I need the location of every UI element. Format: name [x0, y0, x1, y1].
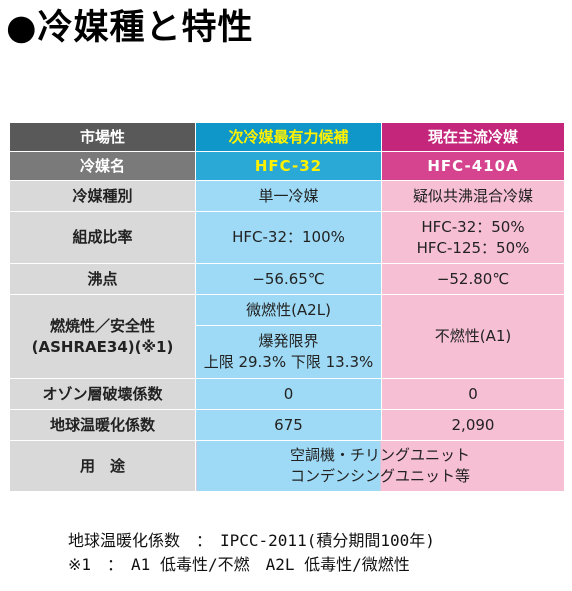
- explosion-limit-values: 上限 29.3% 下限 13.3%: [203, 353, 374, 371]
- footnotes: 地球温暖化係数 ： IPCC-2011(積分期間100年) ※1 ： A1 低毒性…: [68, 529, 435, 577]
- table-row-ratio: 組成比率 HFC-32：100% HFC-32：50% HFC-125：50%: [9, 211, 565, 264]
- cell-r410a-ratio-line1: HFC-32：50%: [421, 217, 525, 236]
- table-row-use: 用 途 空調機・チリングユニット コンデンシングユニット等: [9, 440, 565, 492]
- row-label-gwp: 地球温暖化係数: [9, 409, 196, 441]
- table-row-gwp: 地球温暖化係数 675 2,090: [9, 409, 565, 441]
- row-label-flammability-line1: 燃焼性／安全性: [49, 316, 155, 335]
- cell-r410a-type: 疑似共沸混合冷媒: [381, 180, 565, 212]
- cell-r410a-ratio: HFC-32：50% HFC-125：50%: [381, 211, 565, 264]
- cell-r410a-flammability: 不燃性(A1): [381, 294, 565, 379]
- row-label-flammability-line2: (ASHRAE34)(※1): [31, 337, 174, 356]
- header-candidate: 次冷媒最有力候補: [195, 122, 382, 152]
- table-row-flammability: 燃焼性／安全性 (ASHRAE34)(※1) 微燃性(A2L) 不燃性(A1): [9, 294, 565, 379]
- table-row-type: 冷媒種別 単一冷媒 疑似共沸混合冷媒: [9, 180, 565, 212]
- header-market: 市場性: [9, 122, 196, 152]
- cell-r410a-odp: 0: [381, 378, 565, 410]
- cell-r410a-boiling: −52.80℃: [381, 263, 565, 295]
- cell-hfc32-ratio: HFC-32：100%: [195, 211, 382, 264]
- explosion-limit-title: 爆発限界: [258, 332, 319, 350]
- cell-hfc32-gwp: 675: [195, 409, 382, 441]
- row-label-boiling: 沸点: [9, 263, 196, 295]
- cell-hfc32-boiling: −56.65℃: [195, 263, 382, 295]
- subheader-refrigerant-name: 冷媒名: [9, 151, 196, 181]
- row-label-use: 用 途: [9, 440, 196, 492]
- cell-hfc32-flammability-class: 微燃性(A2L): [195, 294, 382, 326]
- table-header-row: 市場性 次冷媒最有力候補 現在主流冷媒: [9, 122, 565, 152]
- refrigerant-spec-table: 市場性 次冷媒最有力候補 現在主流冷媒 冷媒名 HFC-32 HFC-410A …: [9, 122, 565, 492]
- cell-use: 空調機・チリングユニット コンデンシングユニット等: [195, 440, 565, 492]
- footnote-ashrae: ※1 ： A1 低毒性/不燃 A2L 低毒性/微燃性: [68, 555, 410, 574]
- footnote-gwp: 地球温暖化係数 ： IPCC-2011(積分期間100年): [68, 531, 435, 550]
- row-label-flammability: 燃焼性／安全性 (ASHRAE34)(※1): [9, 294, 196, 379]
- table-subheader-row: 冷媒名 HFC-32 HFC-410A: [9, 151, 565, 181]
- cell-r410a-gwp: 2,090: [381, 409, 565, 441]
- subheader-hfc32: HFC-32: [195, 151, 382, 181]
- cell-hfc32-type: 単一冷媒: [195, 180, 382, 212]
- row-label-odp: オゾン層破壊係数: [9, 378, 196, 410]
- row-label-ratio: 組成比率: [9, 211, 196, 264]
- cell-use-line2: コンデンシングユニット等: [289, 467, 470, 485]
- row-label-type: 冷媒種別: [9, 180, 196, 212]
- table-row-odp: オゾン層破壊係数 0 0: [9, 378, 565, 410]
- table-row-flammability-limit: 爆発限界 上限 29.3% 下限 13.3%: [10, 325, 565, 379]
- page-title: ●冷媒種と特性: [6, 8, 254, 48]
- subheader-hfc410a: HFC-410A: [381, 151, 565, 181]
- cell-use-line1: 空調機・チリングユニット: [289, 446, 470, 464]
- cell-hfc32-explosion-limit: 爆発限界 上限 29.3% 下限 13.3%: [195, 325, 382, 379]
- cell-r410a-ratio-line2: HFC-125：50%: [416, 238, 530, 257]
- table-row-boiling: 沸点 −56.65℃ −52.80℃: [9, 263, 565, 295]
- cell-hfc32-odp: 0: [195, 378, 382, 410]
- header-mainstream: 現在主流冷媒: [381, 122, 565, 152]
